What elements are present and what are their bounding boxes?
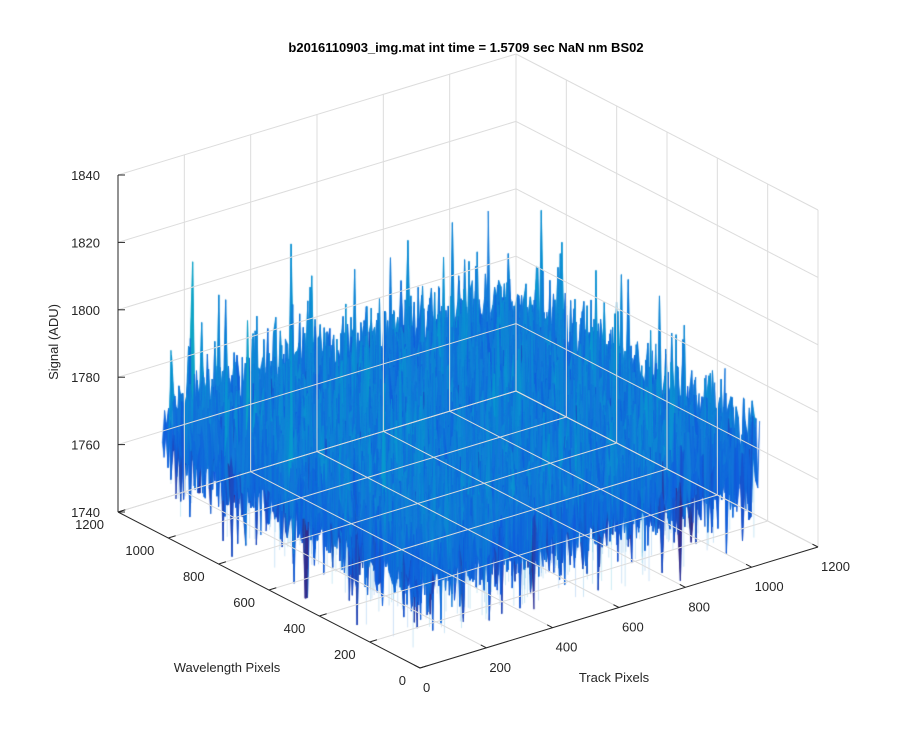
- x-axis-label: Track Pixels: [579, 670, 650, 685]
- z-tick-label: 1740: [71, 505, 100, 520]
- x-tick-label: 1000: [755, 579, 784, 594]
- y-tick-label: 200: [334, 647, 356, 662]
- x-tick: [812, 543, 819, 548]
- y-tick-label: 600: [233, 595, 255, 610]
- x-tick: [613, 604, 620, 608]
- x-tick-label: 800: [688, 599, 710, 614]
- wall-gridline-z: [515, 188, 819, 346]
- wall-gridline-z: [117, 323, 517, 446]
- wall-gridline-z: [515, 390, 819, 548]
- y-tick: [168, 535, 176, 539]
- x-tick-label: 1200: [821, 559, 850, 574]
- x-tick: [546, 624, 553, 629]
- wall-gridline-z: [117, 390, 517, 513]
- z-tick-label: 1760: [71, 438, 100, 453]
- z-tick-label: 1780: [71, 370, 100, 385]
- tick-labels: 0 200 400 600 800 1000 1200 0 200 400 600 800 1000 12…: [71, 168, 850, 695]
- x-tick: [745, 563, 752, 568]
- wall-gridline-z: [117, 120, 517, 243]
- z-tick-label: 1800: [71, 303, 100, 318]
- y-tick: [419, 665, 428, 669]
- x-tick-label: 0: [423, 680, 430, 695]
- floor-gridline-y: [218, 442, 617, 565]
- y-tick: [319, 613, 327, 617]
- y-tick: [218, 561, 227, 565]
- wall-gridline-z: [515, 120, 819, 278]
- y-tick-label: 800: [183, 569, 205, 584]
- x-tick: [679, 584, 686, 588]
- y-tick: [369, 639, 378, 643]
- wall-gridline-z: [515, 323, 819, 481]
- wall-gridline-z: [117, 255, 517, 378]
- wall-gridline-z: [515, 255, 819, 413]
- y-tick-label: 400: [284, 621, 306, 636]
- floor-gridline-y: [168, 416, 567, 539]
- x-tick-label: 400: [556, 640, 578, 655]
- x-tick: [480, 644, 487, 649]
- x-tick-label: 600: [622, 620, 644, 635]
- x-tick-label: 200: [489, 660, 511, 675]
- back-grid: [117, 53, 819, 669]
- wall-gridline-z: [117, 188, 517, 311]
- z-tick-label: 1840: [71, 168, 100, 183]
- y-tick-label: 0: [399, 673, 406, 688]
- wall-gridline-z: [515, 53, 819, 211]
- x-tick: [414, 664, 421, 669]
- axis-lines: [117, 174, 819, 669]
- floor-gridline-y: [319, 494, 718, 617]
- z-tick-label: 1820: [71, 235, 100, 250]
- floor-gridline-y: [369, 520, 768, 643]
- wall-gridline-z: [117, 53, 517, 176]
- floor-gridline-y: [268, 468, 668, 591]
- y-axis-label: Wavelength Pixels: [174, 660, 281, 675]
- y-tick: [268, 587, 277, 591]
- y-tick-label: 1000: [125, 543, 154, 558]
- z-axis-label: Signal (ADU): [46, 304, 61, 380]
- y-tick-label: 1200: [75, 517, 104, 532]
- chart-title: b2016110903_img.mat int time = 1.5709 se…: [288, 40, 643, 55]
